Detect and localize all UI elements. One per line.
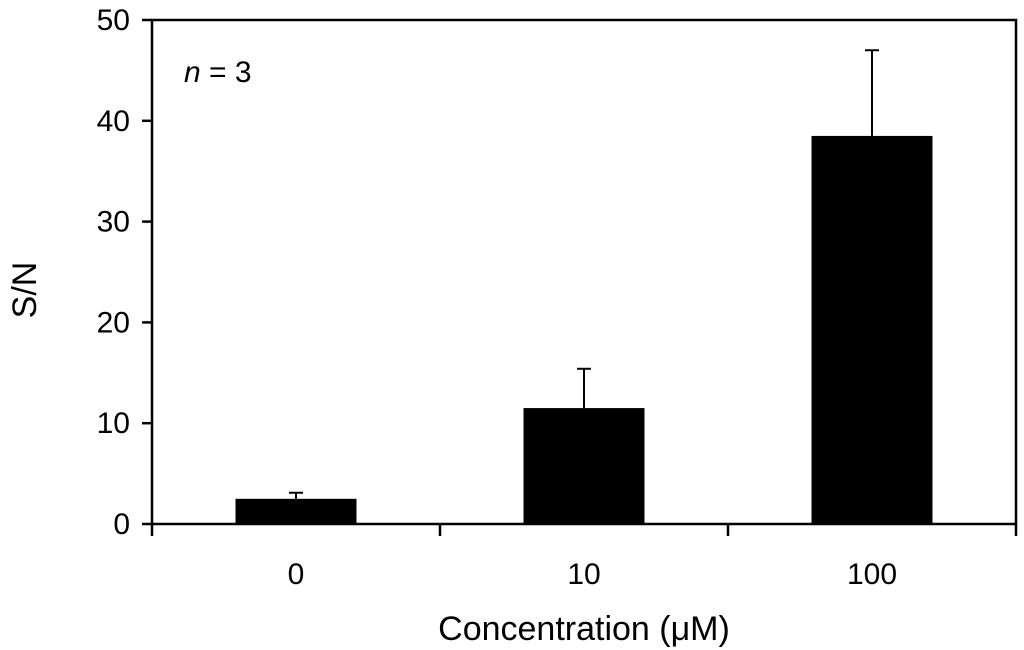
x-tick-label-2: 100 xyxy=(847,558,897,591)
y-tick-label-4: 40 xyxy=(97,105,130,138)
bar-0 xyxy=(235,498,357,524)
y-axis-ticks: 0 10 20 30 40 50 xyxy=(97,4,152,541)
y-tick-label-2: 20 xyxy=(97,306,130,339)
y-tick-label-0: 0 xyxy=(113,508,130,541)
y-tick-label-3: 30 xyxy=(97,206,130,239)
x-axis-ticks: 0 10 100 xyxy=(150,524,1018,591)
y-axis-title: S/N xyxy=(6,262,44,319)
annotation-n-italic: n xyxy=(184,56,201,89)
bars-group xyxy=(235,49,933,525)
x-axis-title: Concentration (μM) xyxy=(438,610,730,648)
annotation-n-rest: = 3 xyxy=(201,56,252,89)
y-tick-label-5: 50 xyxy=(97,4,130,37)
annotation-n: n = 3 xyxy=(184,56,252,89)
y-tick-label-1: 10 xyxy=(97,407,130,440)
x-tick-label-1: 10 xyxy=(567,558,600,591)
bar-100 xyxy=(811,135,933,525)
x-tick-label-0: 0 xyxy=(288,558,305,591)
bar-10 xyxy=(523,408,645,524)
